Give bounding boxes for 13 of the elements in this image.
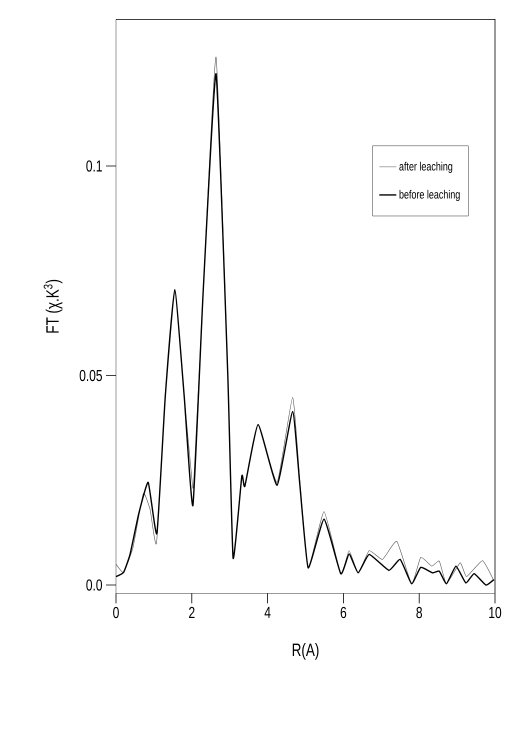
x-tick-label: 4 [264, 606, 271, 618]
x-tick-label: 8 [416, 606, 422, 618]
x-tick-label: 2 [189, 606, 195, 618]
x-tick-label: 0 [113, 606, 119, 618]
x-axis-title: R(A) [292, 643, 318, 660]
y-tick-label: 0.1 [86, 160, 102, 172]
y-axis-title: FT (χ.K$^{3}$) [44, 280, 62, 333]
x-tick-label: 10 [489, 606, 502, 618]
legend-label: before leaching [400, 190, 460, 202]
x-tick-label: 6 [340, 606, 346, 618]
y-tick-label: 0.0 [86, 579, 102, 591]
legend-label: after leaching [399, 162, 452, 173]
y-tick-label: 0.05 [80, 370, 102, 382]
